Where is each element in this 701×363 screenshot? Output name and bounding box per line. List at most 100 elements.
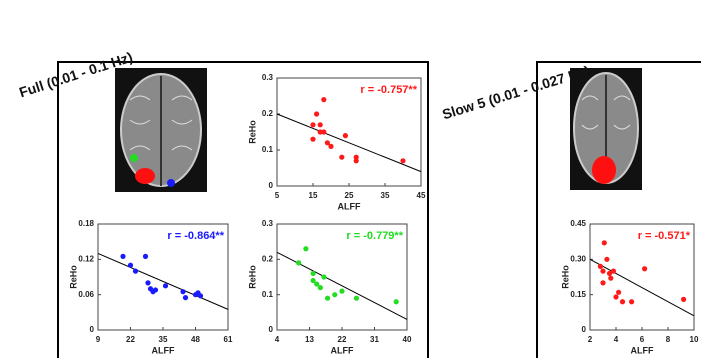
data-point <box>296 260 301 265</box>
brain-image <box>570 68 642 190</box>
y-tick-label: 0 <box>582 325 587 334</box>
data-point <box>611 269 616 274</box>
data-point <box>153 287 158 292</box>
x-tick-label: 22 <box>126 335 135 344</box>
data-point <box>314 111 319 116</box>
y-axis-label: ReHo <box>68 265 78 289</box>
correlation-label: r = -0.571* <box>638 230 691 242</box>
data-point <box>394 299 399 304</box>
x-tick-label: 40 <box>403 335 412 344</box>
y-tick-label: 0.45 <box>570 219 586 228</box>
y-axis-label: ReHo <box>560 265 570 289</box>
x-axis-label: ALFF <box>152 345 175 355</box>
x-tick-label: 25 <box>345 191 354 200</box>
data-point <box>303 246 308 251</box>
y-tick-label: 0.1 <box>262 145 274 154</box>
y-tick-label: 0 <box>269 325 274 334</box>
y-axis-label: ReHo <box>247 265 257 289</box>
correlation-label: r = -0.779** <box>346 230 403 242</box>
y-tick-label: 0.18 <box>78 219 94 228</box>
x-tick-label: 13 <box>305 335 314 344</box>
data-point <box>642 266 647 271</box>
x-tick-label: 35 <box>159 335 168 344</box>
figure: Full (0.01 - 0.1 Hz) Slow 5 (0.01 - 0.02… <box>0 0 701 358</box>
data-point <box>183 295 188 300</box>
y-tick-label: 0 <box>90 325 95 334</box>
data-point <box>321 274 326 279</box>
data-point <box>318 285 323 290</box>
data-point <box>339 289 344 294</box>
data-point <box>343 133 348 138</box>
data-point <box>354 296 359 301</box>
data-point <box>602 240 607 245</box>
x-tick-label: 45 <box>417 191 426 200</box>
trend-line <box>277 114 421 172</box>
data-point <box>321 97 326 102</box>
x-tick-label: 48 <box>191 335 200 344</box>
data-point <box>145 280 150 285</box>
data-point <box>120 254 125 259</box>
data-point <box>600 269 605 274</box>
y-tick-label: 0.06 <box>78 290 94 299</box>
y-tick-label: 0.2 <box>262 254 274 263</box>
x-tick-label: 31 <box>370 335 379 344</box>
correlation-label: r = -0.757** <box>360 84 417 96</box>
x-tick-label: 8 <box>666 335 671 344</box>
data-point <box>321 129 326 134</box>
x-axis-label: ALFF <box>338 201 361 211</box>
data-point <box>604 257 609 262</box>
x-axis-label: ALFF <box>631 345 654 355</box>
data-point <box>163 283 168 288</box>
data-point <box>310 137 315 142</box>
data-point <box>400 158 405 163</box>
trend-line <box>98 253 228 309</box>
x-tick-label: 2 <box>588 335 593 344</box>
data-point <box>198 293 203 298</box>
x-tick-label: 61 <box>224 335 233 344</box>
data-point <box>620 299 625 304</box>
data-point <box>354 158 359 163</box>
x-tick-label: 35 <box>381 191 390 200</box>
data-point <box>310 122 315 127</box>
data-point <box>143 254 148 259</box>
data-point <box>629 299 634 304</box>
data-point <box>608 276 613 281</box>
data-point <box>616 290 621 295</box>
brain-image <box>115 68 207 192</box>
trend-line <box>590 259 694 316</box>
data-point <box>332 292 337 297</box>
x-tick-label: 22 <box>338 335 347 344</box>
x-tick-label: 10 <box>690 335 699 344</box>
y-axis-label: ReHo <box>247 120 257 144</box>
x-tick-label: 6 <box>640 335 645 344</box>
x-tick-label: 9 <box>96 335 101 344</box>
y-tick-label: 0.30 <box>570 254 586 263</box>
x-tick-label: 15 <box>309 191 318 200</box>
y-tick-label: 0.12 <box>78 254 94 263</box>
panel-frame <box>58 62 428 358</box>
x-tick-label: 5 <box>275 191 280 200</box>
data-point <box>613 294 618 299</box>
data-point <box>328 144 333 149</box>
data-point <box>318 122 323 127</box>
x-axis-label: ALFF <box>331 345 354 355</box>
x-tick-label: 4 <box>275 335 280 344</box>
data-point <box>600 280 605 285</box>
x-tick-label: 4 <box>614 335 619 344</box>
data-point <box>339 155 344 160</box>
data-point <box>311 271 316 276</box>
data-point <box>133 269 138 274</box>
data-point <box>598 264 603 269</box>
data-point <box>180 289 185 294</box>
y-tick-label: 0.3 <box>262 73 274 82</box>
data-point <box>128 263 133 268</box>
y-tick-label: 0.1 <box>262 290 274 299</box>
correlation-label: r = -0.864** <box>167 230 224 242</box>
y-tick-label: 0.3 <box>262 219 274 228</box>
data-point <box>681 297 686 302</box>
panel-title: Slow 5 (0.01 - 0.027 Hz) <box>440 62 591 122</box>
y-tick-label: 0.2 <box>262 109 274 118</box>
y-tick-label: 0 <box>269 181 274 190</box>
y-tick-label: 0.15 <box>570 290 586 299</box>
data-point <box>325 296 330 301</box>
